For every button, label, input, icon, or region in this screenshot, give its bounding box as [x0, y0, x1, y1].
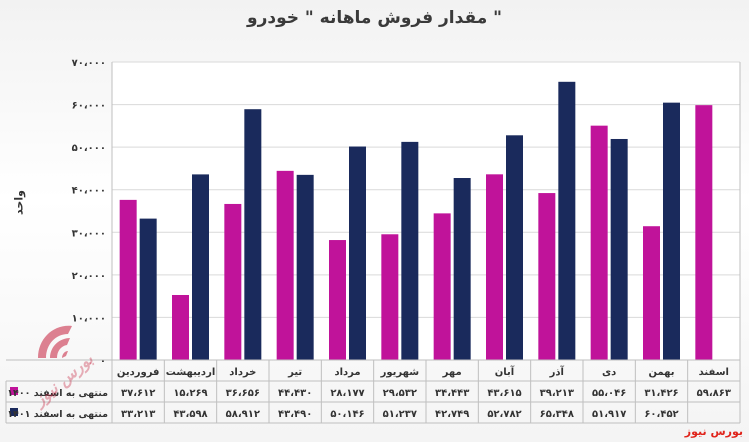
- data-label-series1: ۳۹،۲۱۳: [540, 388, 574, 399]
- category-label: فروردین: [117, 367, 160, 378]
- data-label-series1: ۳۴،۴۴۳: [435, 388, 469, 399]
- bar-series2: [558, 81, 576, 360]
- data-label-series1: ۴۴،۴۳۰: [278, 388, 312, 399]
- data-label-series1: ۳۷،۶۱۲: [121, 388, 155, 399]
- bar-series2: [610, 138, 628, 360]
- data-label-series1: ۱۵،۲۶۹: [173, 388, 207, 399]
- category-label: خرداد: [229, 367, 256, 378]
- bar-series2: [139, 218, 157, 360]
- data-label-series2: ۶۵،۳۴۸: [540, 409, 574, 420]
- category-label: اردیبهشت: [166, 367, 216, 378]
- data-label-series2: ۴۳،۴۹۰: [278, 409, 312, 420]
- category-label: مهر: [442, 367, 462, 378]
- category-label: تیر: [287, 367, 302, 378]
- bar-series1: [695, 105, 713, 360]
- data-label-series2: ۵۱،۹۱۷: [592, 409, 626, 420]
- plot-area: [112, 62, 740, 360]
- data-label-series1: ۳۶،۶۵۶: [226, 388, 260, 399]
- category-label: اسفند: [699, 367, 729, 378]
- category-label: شهریور: [380, 367, 420, 378]
- category-label: مرداد: [334, 367, 360, 378]
- data-label-series1: ۲۸،۱۷۷: [330, 388, 364, 399]
- bar-series1: [119, 199, 137, 360]
- legend-swatch-series1: [10, 387, 18, 395]
- y-tick-label: ۰: [100, 356, 106, 367]
- bar-series1: [276, 170, 294, 360]
- bar-series2: [296, 174, 314, 360]
- bar-series1: [538, 193, 556, 360]
- bar-series1: [329, 240, 346, 360]
- data-label-series2: ۵۱،۲۳۷: [383, 409, 417, 420]
- data-label-series2: ۵۸،۹۱۲: [226, 409, 260, 420]
- bar-series1: [643, 226, 660, 360]
- data-label-series2: ۵۲،۷۸۲: [487, 409, 521, 420]
- bar-series2: [663, 102, 680, 360]
- bar-series1: [172, 294, 189, 360]
- legend-label-series1: منتهی به اسفند ۱۴۰۰: [7, 388, 108, 399]
- brand-label: بورس نیوز: [684, 425, 743, 438]
- category-label: بهمن: [648, 367, 674, 378]
- legend-swatch-series2: [10, 408, 18, 416]
- data-label-series2: ۶۰،۴۵۲: [644, 409, 678, 420]
- y-tick-label: ۵۰،۰۰۰: [72, 143, 106, 154]
- bar-series1: [590, 125, 608, 360]
- y-tick-label: ۳۰،۰۰۰: [72, 228, 106, 239]
- bar-series1: [433, 213, 451, 360]
- bar-series2: [401, 141, 419, 360]
- data-label-series2: ۵۰،۱۴۶: [330, 409, 364, 420]
- data-label-series1: ۵۵،۰۴۶: [592, 388, 626, 399]
- y-tick-label: ۲۰،۰۰۰: [72, 271, 106, 282]
- bar-series2: [453, 178, 471, 360]
- category-label: آذر: [549, 365, 565, 378]
- bar-series2: [506, 135, 523, 360]
- data-label-series2: ۴۳،۵۹۸: [173, 409, 207, 420]
- y-tick-label: ۶۰،۰۰۰: [72, 101, 106, 112]
- brand-logo: [38, 325, 72, 358]
- data-label-series2: ۳۳،۲۱۳: [121, 409, 155, 420]
- bar-series1: [224, 203, 242, 360]
- legend-label-series2: منتهی به اسفند ۱۴۰۱: [7, 409, 108, 420]
- data-label-series1: ۵۹،۸۶۳: [697, 388, 731, 399]
- bar-series1: [486, 174, 503, 360]
- data-label-series2: ۴۲،۷۴۹: [435, 409, 469, 420]
- bar-series2: [192, 174, 209, 360]
- bar-series2: [244, 109, 262, 360]
- category-label: دی: [602, 367, 616, 378]
- chart-title: مقدار فروش ماهانه " خودرو ": [247, 8, 502, 28]
- y-tick-label: ۷۰،۰۰۰: [72, 58, 106, 69]
- data-label-series1: ۲۹،۵۳۲: [383, 388, 417, 399]
- data-label-series1: ۴۳،۶۱۵: [487, 388, 521, 399]
- y-tick-label: ۱۰،۰۰۰: [72, 313, 106, 324]
- bar-series1: [381, 234, 399, 360]
- category-label: آبان: [495, 365, 515, 378]
- data-label-series1: ۳۱،۴۲۶: [644, 388, 678, 399]
- y-tick-label: ۴۰،۰۰۰: [72, 186, 106, 197]
- bar-series2: [349, 146, 366, 360]
